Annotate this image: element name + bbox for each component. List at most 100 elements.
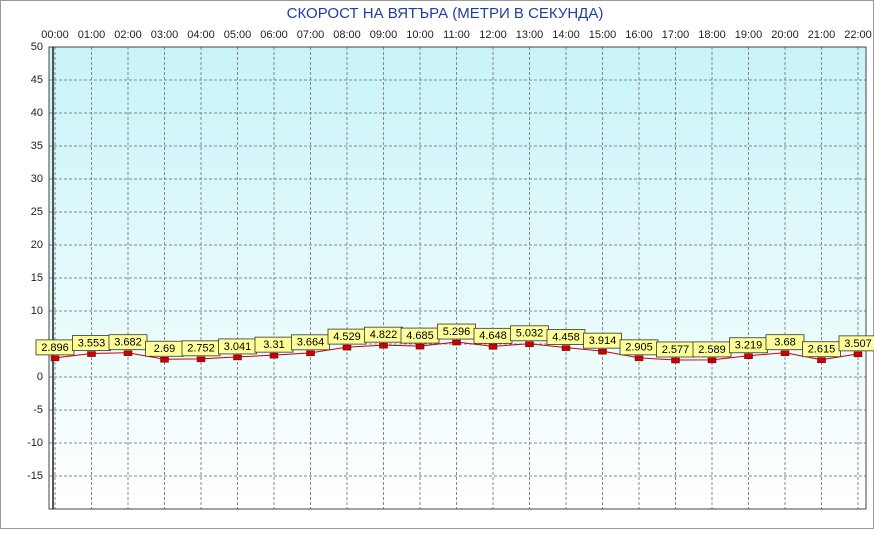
y-tick-label: 0: [37, 371, 43, 383]
data-label: 3.664: [291, 334, 330, 351]
data-label: 3.914: [583, 332, 622, 349]
data-label: 4.529: [327, 328, 367, 345]
data-marker: [233, 354, 242, 361]
data-label-text: 4.648: [479, 330, 507, 342]
data-label: 4.822: [364, 326, 403, 343]
x-tick-label: 19:00: [735, 29, 763, 41]
data-label-text: 2.752: [187, 343, 215, 355]
x-tick-label: 22:00: [844, 29, 872, 41]
x-tick-label: 09:00: [370, 29, 398, 41]
data-label-text: 3.553: [78, 337, 106, 349]
data-marker: [452, 339, 461, 346]
data-label: 2.615: [802, 341, 841, 358]
data-marker: [342, 344, 352, 351]
data-label: 2.577: [656, 341, 695, 358]
data-label-text: 2.577: [662, 344, 690, 356]
x-tick-label: 07:00: [297, 29, 325, 41]
data-label-text: 3.682: [114, 337, 142, 349]
data-label-box: [838, 335, 874, 352]
data-label: 2.905: [619, 339, 659, 356]
data-label: 3.219: [729, 337, 768, 354]
data-marker: [379, 342, 388, 349]
y-tick-label: 35: [31, 140, 43, 152]
y-tick-label: -15: [27, 470, 43, 482]
x-tick-label: 13:00: [516, 29, 544, 41]
x-tick-label: 16:00: [625, 29, 653, 41]
data-marker: [123, 350, 133, 356]
data-label-text: 2.69: [154, 343, 175, 355]
y-tick-label: 25: [31, 206, 43, 218]
y-tick-label: 15: [31, 272, 43, 284]
y-tick-label: 40: [31, 107, 43, 119]
data-label-text: 3.041: [224, 341, 252, 353]
data-label: 3.682: [108, 334, 148, 351]
data-label-text: 4.685: [406, 330, 434, 342]
data-label-text: 3.507: [844, 338, 872, 350]
data-marker: [744, 353, 753, 360]
data-label-text: 2.615: [808, 344, 836, 356]
data-label: 5.032: [510, 325, 549, 342]
data-marker: [780, 350, 790, 356]
data-label-text: 2.589: [698, 344, 726, 356]
y-tick-label: 50: [31, 41, 43, 53]
x-tick-label: 20:00: [771, 29, 799, 41]
x-tick-label: 08:00: [333, 29, 361, 41]
x-tick-label: 01:00: [78, 29, 106, 41]
x-tick-label: 15:00: [589, 29, 617, 41]
data-label-text: 3.664: [297, 337, 325, 349]
data-label: 2.589: [692, 341, 732, 358]
y-tick-label: 20: [31, 239, 43, 251]
data-marker: [817, 357, 826, 363]
data-marker: [525, 341, 534, 348]
y-tick-label: 30: [31, 173, 43, 185]
data-label-text: 4.458: [552, 331, 580, 343]
data-marker: [196, 356, 206, 363]
data-marker: [160, 356, 169, 363]
data-marker: [561, 345, 571, 351]
data-label: 2.69: [145, 340, 184, 357]
data-marker: [306, 350, 315, 357]
data-marker: [415, 343, 425, 350]
x-tick-label: 06:00: [260, 29, 288, 41]
x-tick-label: 17:00: [662, 29, 690, 41]
data-label: 2.896: [35, 339, 75, 356]
plot-border: [48, 46, 867, 510]
x-tick-label: 03:00: [151, 29, 179, 41]
data-label: 2.752: [181, 340, 221, 357]
data-label: 3.041: [218, 338, 257, 355]
data-marker: [87, 351, 96, 357]
data-label: 4.685: [400, 327, 440, 344]
data-label: 3.68: [765, 334, 805, 351]
data-label-text: 5.032: [516, 328, 544, 340]
data-label-text: 5.296: [443, 326, 471, 338]
x-tick-label: 11:00: [443, 29, 470, 41]
data-marker: [598, 348, 607, 355]
data-label: 3.31: [254, 336, 294, 353]
y-tick-label: -10: [27, 437, 43, 449]
data-label: 5.296: [437, 323, 476, 340]
data-label-text: 2.896: [41, 342, 69, 354]
data-label: 3.507: [838, 335, 874, 352]
data-label-text: 3.914: [589, 335, 617, 347]
data-label: 4.648: [473, 327, 513, 344]
data-marker: [488, 344, 498, 350]
data-marker: [707, 357, 717, 364]
data-marker: [853, 351, 863, 358]
data-marker: [634, 355, 644, 362]
data-label-text: 3.31: [263, 339, 284, 351]
x-tick-label: 14:00: [552, 29, 580, 41]
y-tick-label: -5: [33, 404, 43, 416]
y-tick-label: 10: [31, 305, 43, 317]
x-tick-label: 21:00: [808, 29, 836, 41]
x-tick-label: 05:00: [224, 29, 252, 41]
data-marker: [671, 357, 680, 364]
data-label-text: 4.822: [370, 329, 398, 341]
x-tick-label: 02:00: [114, 29, 142, 41]
data-label: 4.458: [546, 329, 586, 345]
x-tick-label: 00:00: [41, 29, 69, 41]
x-tick-label: 12:00: [479, 29, 507, 41]
data-label-text: 3.219: [735, 340, 763, 352]
data-label-text: 2.905: [625, 342, 653, 354]
data-label: 3.553: [72, 335, 111, 351]
